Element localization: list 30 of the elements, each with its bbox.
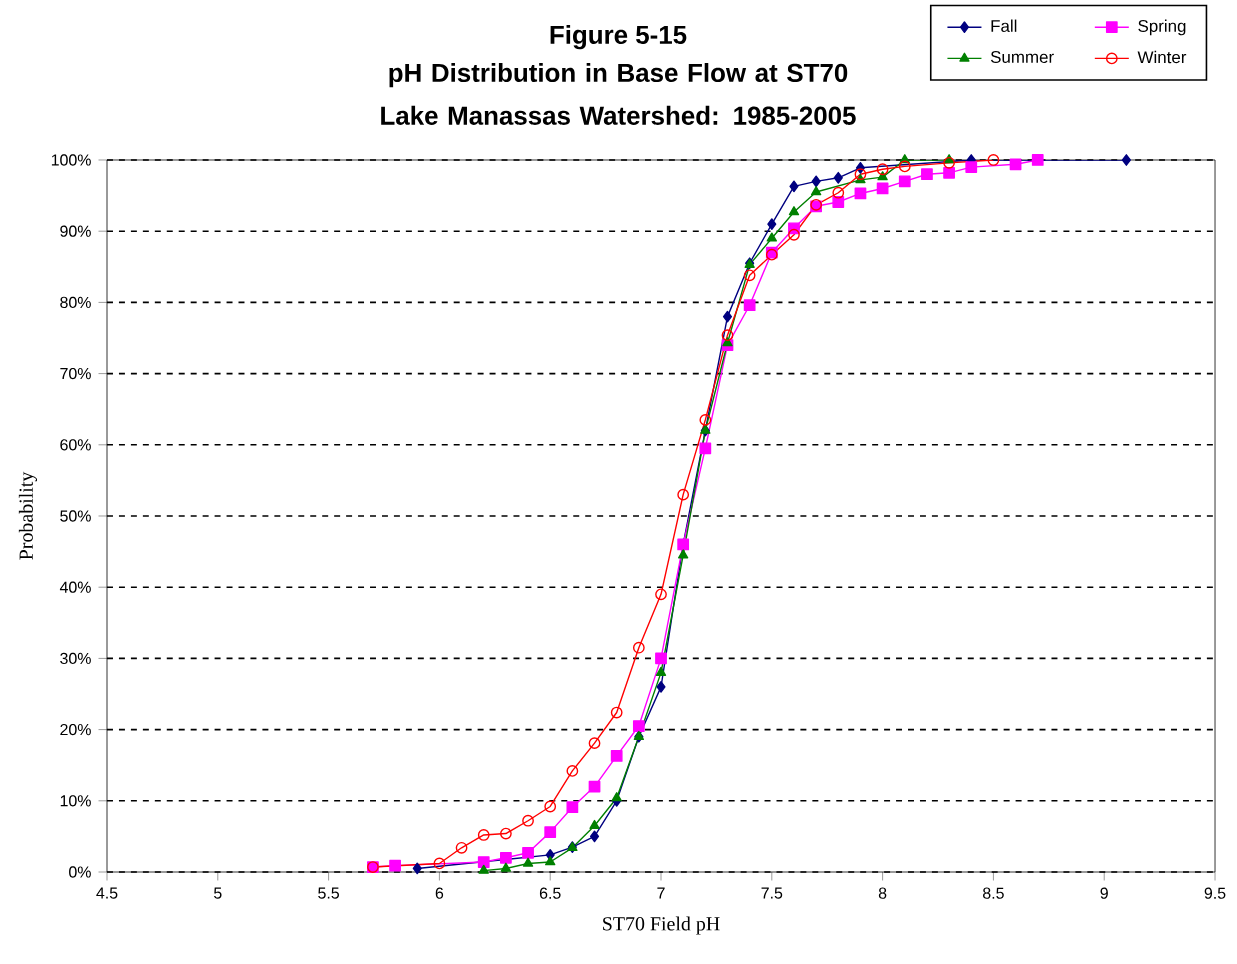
y-tick-label: 20%	[60, 723, 91, 736]
legend-label: Winter	[1137, 50, 1187, 64]
x-tick-label: 7	[657, 887, 665, 899]
x-tick-label: 6	[435, 887, 444, 899]
x-tick-label: 7.5	[761, 887, 783, 899]
x-tick-label: 6.5	[539, 887, 561, 899]
x-tick-label: 5.5	[318, 887, 340, 899]
y-tick-label: 30%	[60, 652, 91, 665]
x-axis-title: ST70 Field pH	[603, 916, 720, 935]
x-tick-label: 8	[878, 887, 887, 899]
x-tick-label: 9.5	[1204, 887, 1226, 899]
x-tick-label: 8.5	[983, 887, 1004, 899]
y-tick-label: 80%	[60, 296, 91, 309]
chart-title: Figure 5-15	[550, 25, 687, 50]
y-tick-label: 40%	[59, 581, 91, 593]
x-tick-label: 4.5	[96, 887, 118, 899]
y-tick-label: 90%	[60, 225, 91, 237]
y-axis-title: Probability	[18, 471, 38, 560]
y-tick-label: 0%	[69, 866, 91, 878]
y-tick-label: 10%	[60, 795, 91, 807]
x-tick-label: 5	[213, 887, 222, 899]
legend-label: Summer	[990, 51, 1054, 63]
y-tick-label: 70%	[60, 367, 91, 380]
x-tick-label: 9	[1100, 887, 1108, 899]
legend-label: Spring	[1138, 19, 1186, 36]
chart-subtitle: pH Distribution in Base Flow at ST70 Lake Manassas Watershed: 1985-2005	[381, 63, 856, 125]
y-tick-label: 60%	[60, 439, 91, 451]
legend-label: Fall	[991, 19, 1017, 32]
y-tick-label: 50%	[60, 510, 91, 522]
y-tick-label: 100%	[51, 154, 91, 166]
